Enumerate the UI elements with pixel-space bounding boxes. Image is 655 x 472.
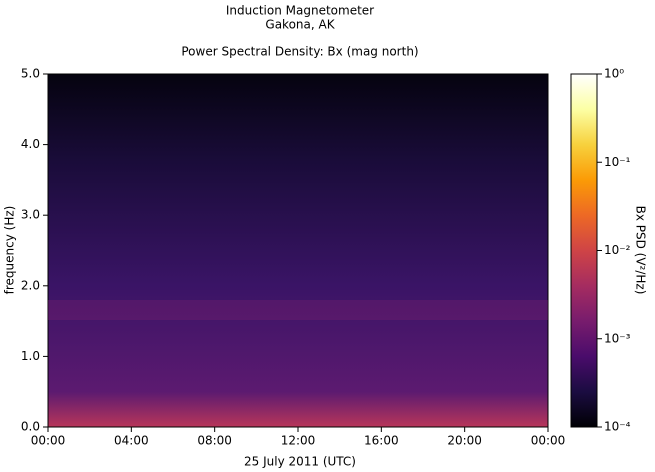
chart-title: Induction Magnetometer: [226, 4, 374, 18]
colorbar-tick-label: 10⁻⁴: [604, 420, 631, 434]
x-tick-label: 20:00: [447, 434, 482, 448]
colorbar-tick-label: 10⁻³: [604, 331, 631, 345]
x-tick-label: 04:00: [114, 434, 149, 448]
colorbar-tick-label: 10⁰: [604, 67, 624, 81]
plot-title: Power Spectral Density: Bx (mag north): [181, 45, 418, 59]
colorbar-label: Bx PSD (V²/Hz): [634, 206, 648, 295]
chart-subtitle: Gakona, AK: [265, 18, 335, 32]
x-tick-label: 00:00: [531, 434, 566, 448]
x-tick-label: 00:00: [31, 434, 66, 448]
y-tick-label: 2.0: [21, 278, 40, 292]
x-tick-label: 16:00: [364, 434, 399, 448]
x-tick-label: 12:00: [281, 434, 316, 448]
y-tick-label: 1.0: [21, 349, 40, 363]
y-axis-label: frequency (Hz): [3, 206, 17, 295]
y-tick-label: 3.0: [21, 208, 40, 222]
colorbar: [570, 73, 598, 428]
y-tick-label: 4.0: [21, 137, 40, 151]
x-axis-label: 25 July 2011 (UTC): [244, 455, 356, 469]
plot-area: [47, 73, 549, 428]
x-tick-label: 08:00: [197, 434, 232, 448]
plot-texture: [48, 300, 548, 320]
colorbar-tick-label: 10⁻²: [604, 243, 631, 257]
y-tick-label: 5.0: [21, 67, 40, 81]
y-tick-label: 0.0: [21, 420, 40, 434]
colorbar-tick-label: 10⁻¹: [604, 155, 631, 169]
